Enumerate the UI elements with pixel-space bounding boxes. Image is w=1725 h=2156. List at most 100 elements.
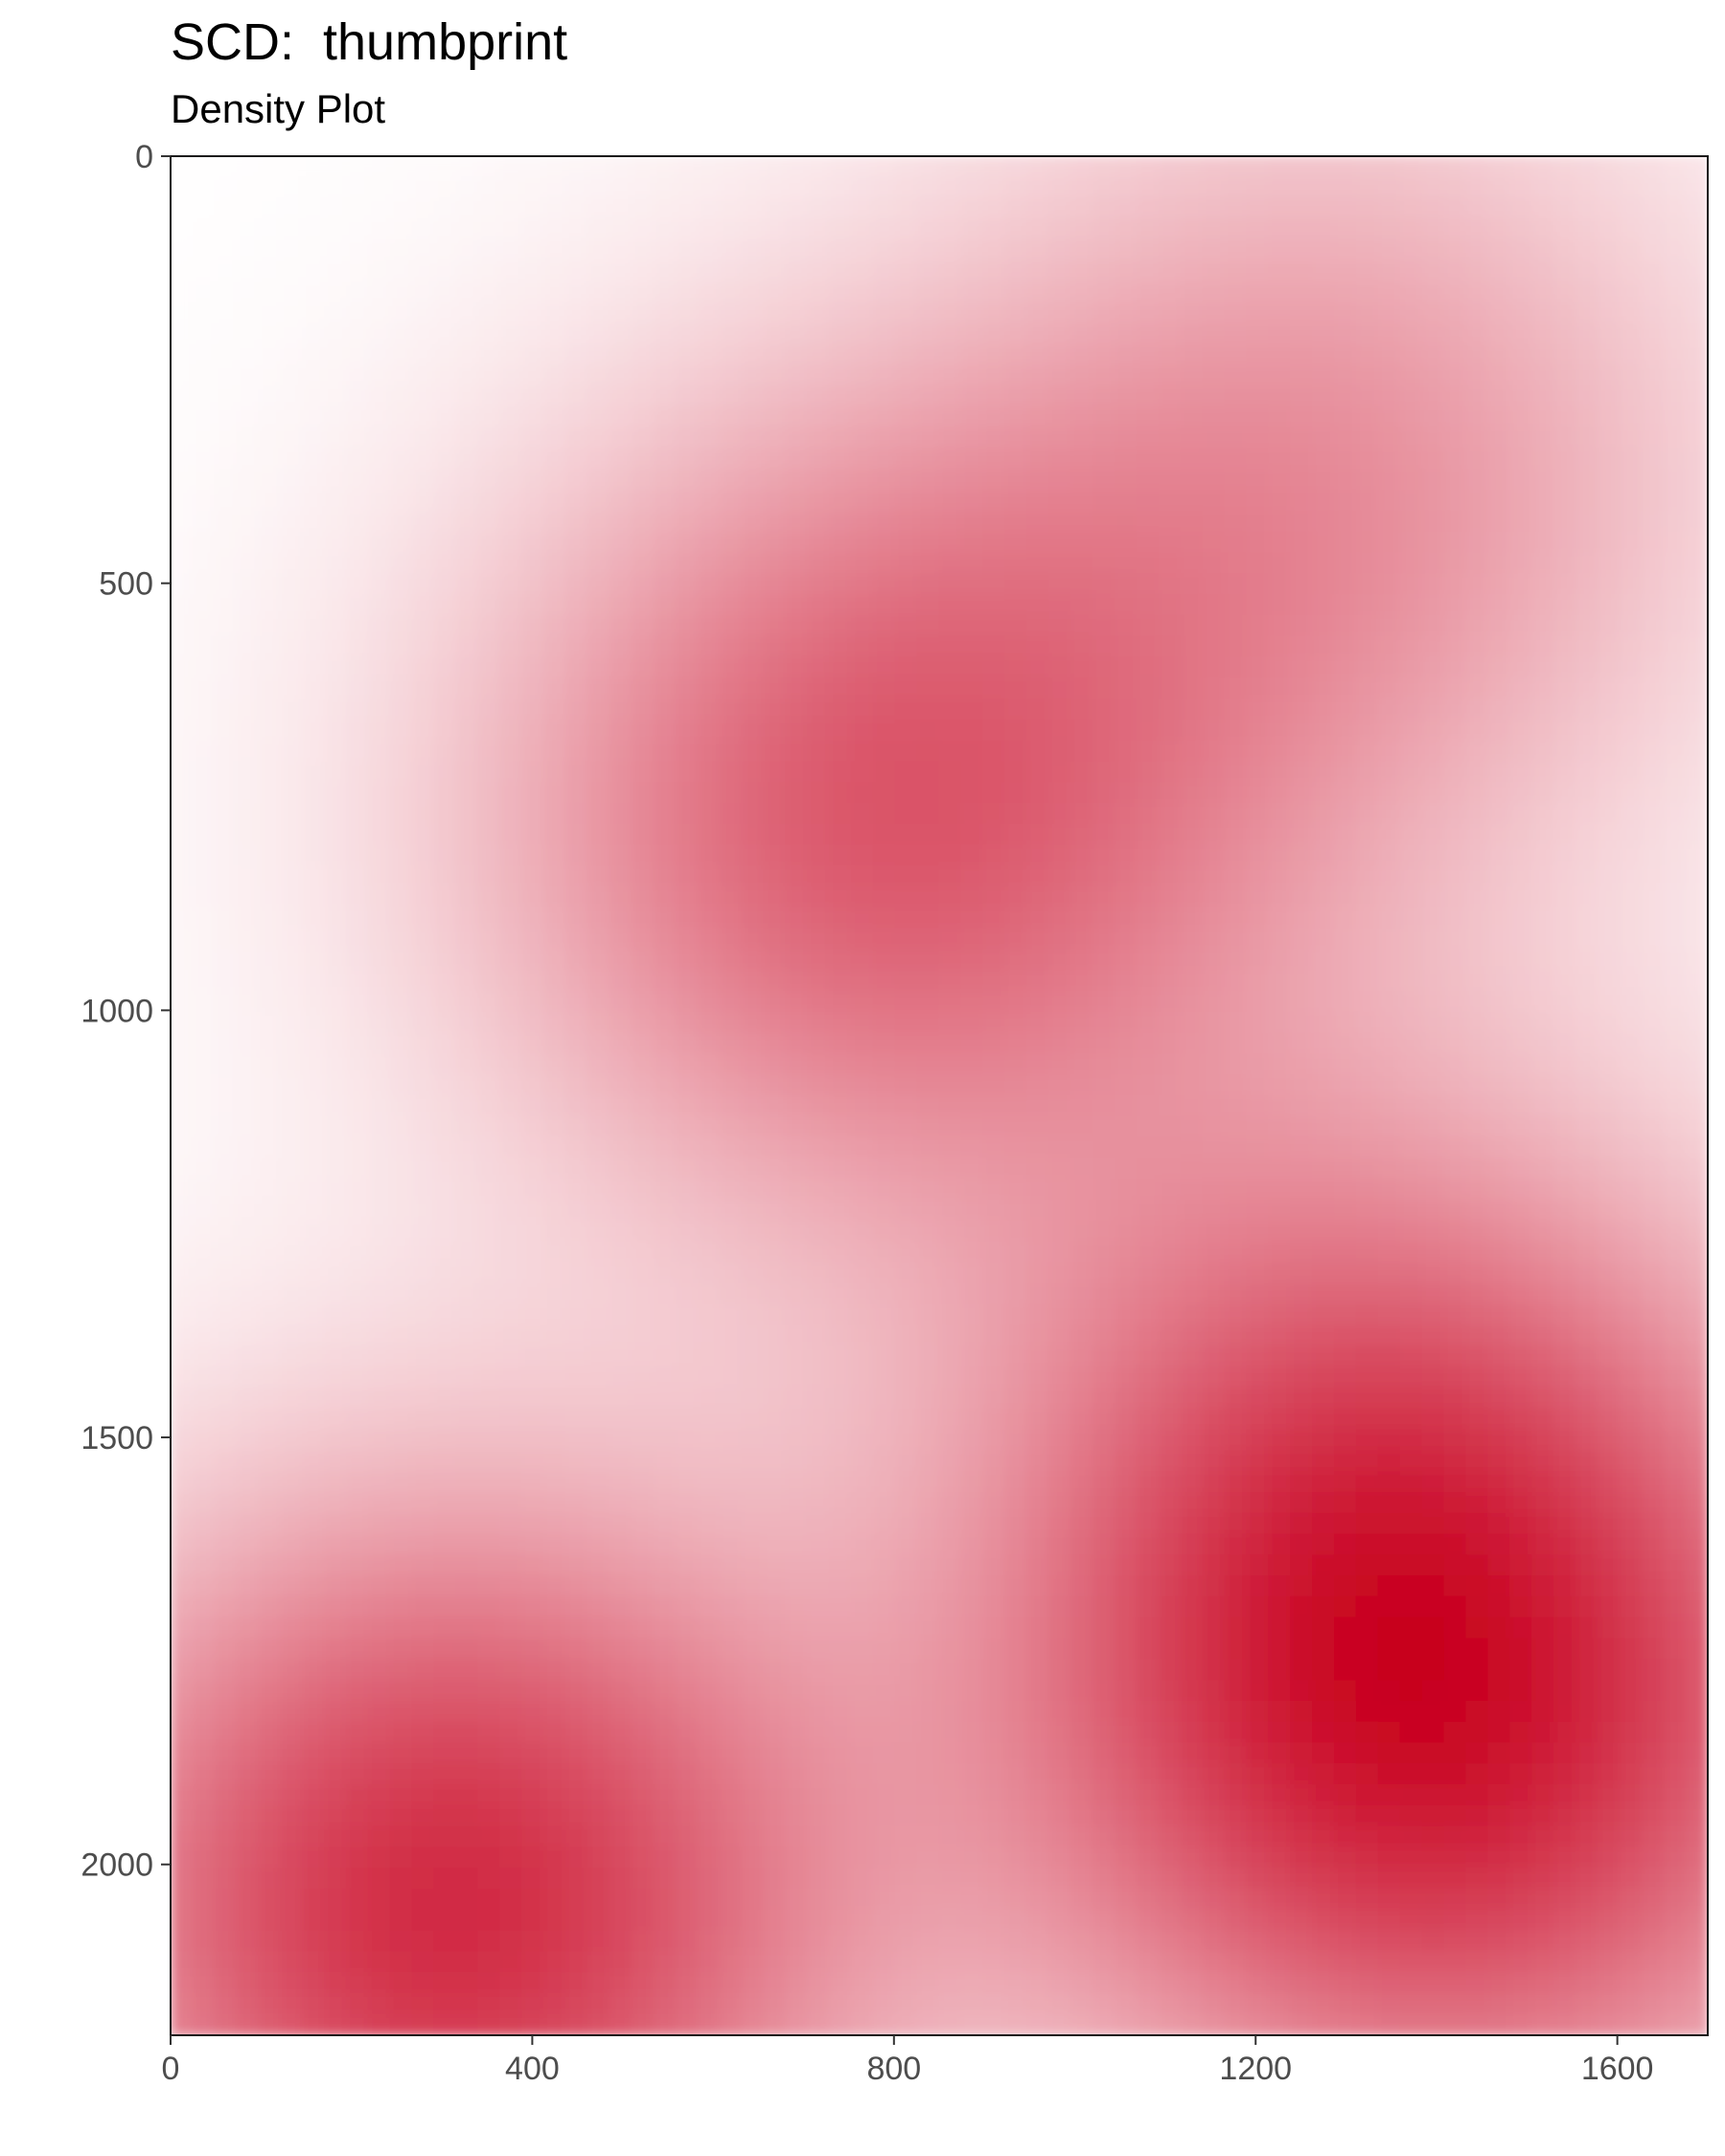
density-cell: [367, 1115, 392, 1139]
density-cell: [564, 426, 589, 450]
density-cell: [323, 928, 348, 951]
density-cell: [1290, 1053, 1314, 1076]
density-cell: [389, 1303, 414, 1327]
density-cell: [1158, 928, 1183, 951]
density-cell: [1487, 823, 1511, 847]
density-cell: [1026, 1199, 1050, 1223]
density-cell: [1092, 1554, 1116, 1577]
density-cell: [236, 635, 260, 658]
density-cell: [1685, 1241, 1708, 1264]
density-cell: [1180, 469, 1204, 492]
density-cell: [1180, 1053, 1204, 1076]
density-cell: [1377, 490, 1402, 513]
density-cell: [192, 1471, 216, 1494]
density-cell: [719, 302, 743, 325]
density-cell: [609, 1262, 633, 1285]
density-cell: [1465, 823, 1489, 847]
density-cell: [719, 699, 743, 722]
density-cell: [1268, 302, 1292, 325]
density-cell: [1114, 1533, 1138, 1556]
density-cell: [1576, 573, 1599, 596]
density-cell: [345, 469, 370, 492]
density-cell: [894, 949, 919, 972]
density-cell: [1597, 531, 1622, 554]
density-cell: [675, 531, 699, 554]
density-cell: [763, 886, 787, 909]
density-cell: [586, 886, 611, 909]
density-cell: [938, 782, 962, 805]
density-cell: [1377, 1429, 1402, 1452]
density-cell: [543, 469, 567, 492]
density-cell: [433, 1011, 457, 1035]
density-cell: [850, 343, 875, 366]
density-cell: [171, 218, 194, 241]
density-cell: [521, 677, 545, 700]
density-cell: [982, 906, 1006, 930]
density-cell: [411, 1366, 435, 1389]
density-cell: [1355, 1617, 1380, 1640]
density-cell: [192, 239, 216, 262]
density-cell: [586, 1324, 611, 1347]
density-cell: [1443, 218, 1467, 241]
density-cell: [499, 218, 523, 241]
density-cell: [499, 490, 523, 513]
density-cell: [1663, 531, 1688, 554]
density-cell: [1004, 594, 1028, 617]
density-cell: [1553, 1032, 1577, 1055]
density-cell: [1531, 1388, 1555, 1411]
density-cell: [785, 949, 809, 972]
density-cell: [1070, 1199, 1094, 1223]
density-cell: [1355, 1074, 1380, 1097]
density-cell: [345, 1136, 370, 1159]
density-cell: [477, 1115, 501, 1139]
density-cell: [653, 844, 678, 867]
density-cell: [719, 1450, 743, 1473]
density-cell: [872, 782, 897, 805]
density-cell: [411, 1450, 435, 1473]
density-cell: [1531, 1554, 1555, 1577]
density-cell: [982, 949, 1006, 972]
density-cell: [1202, 823, 1226, 847]
density-cell: [1136, 1345, 1161, 1368]
density-cell: [1136, 740, 1161, 763]
density-cell: [1355, 970, 1380, 993]
density-cell: [1224, 1095, 1248, 1118]
density-cell: [631, 260, 656, 283]
density-cell: [1180, 782, 1204, 805]
density-cell: [214, 949, 238, 972]
density-cell: [1487, 1554, 1511, 1577]
density-cell: [1619, 1429, 1644, 1452]
density-cell: [301, 156, 326, 178]
density-cell: [960, 1512, 984, 1536]
density-cell: [1136, 823, 1161, 847]
density-cell: [564, 552, 589, 575]
density-cell: [609, 1095, 633, 1118]
density-cell: [1202, 740, 1226, 763]
density-cell: [192, 1032, 216, 1055]
density-cell: [938, 1241, 962, 1264]
density-cell: [455, 677, 479, 700]
density-cell: [258, 302, 282, 325]
density-cell: [807, 1512, 831, 1536]
density-cell: [697, 302, 721, 325]
density-cell: [697, 218, 721, 241]
density-cell: [916, 949, 940, 972]
density-cell: [916, 281, 940, 304]
density-cell: [1509, 405, 1533, 429]
density-cell: [345, 1179, 370, 1202]
density-cell: [916, 1011, 940, 1035]
density-cell: [960, 385, 984, 408]
density-cell: [433, 1388, 457, 1411]
density-cell: [1641, 614, 1666, 638]
density-cell: [1421, 1115, 1446, 1139]
density-cell: [1619, 239, 1644, 262]
density-cell: [1114, 1345, 1138, 1368]
density-cell: [916, 1032, 940, 1055]
density-cell: [455, 1095, 479, 1118]
density-cell: [214, 490, 238, 513]
density-cell: [1685, 782, 1708, 805]
density-cell: [1070, 1095, 1094, 1118]
density-cell: [1619, 1554, 1644, 1577]
density-cell: [1180, 343, 1204, 366]
density-cell: [741, 928, 765, 951]
